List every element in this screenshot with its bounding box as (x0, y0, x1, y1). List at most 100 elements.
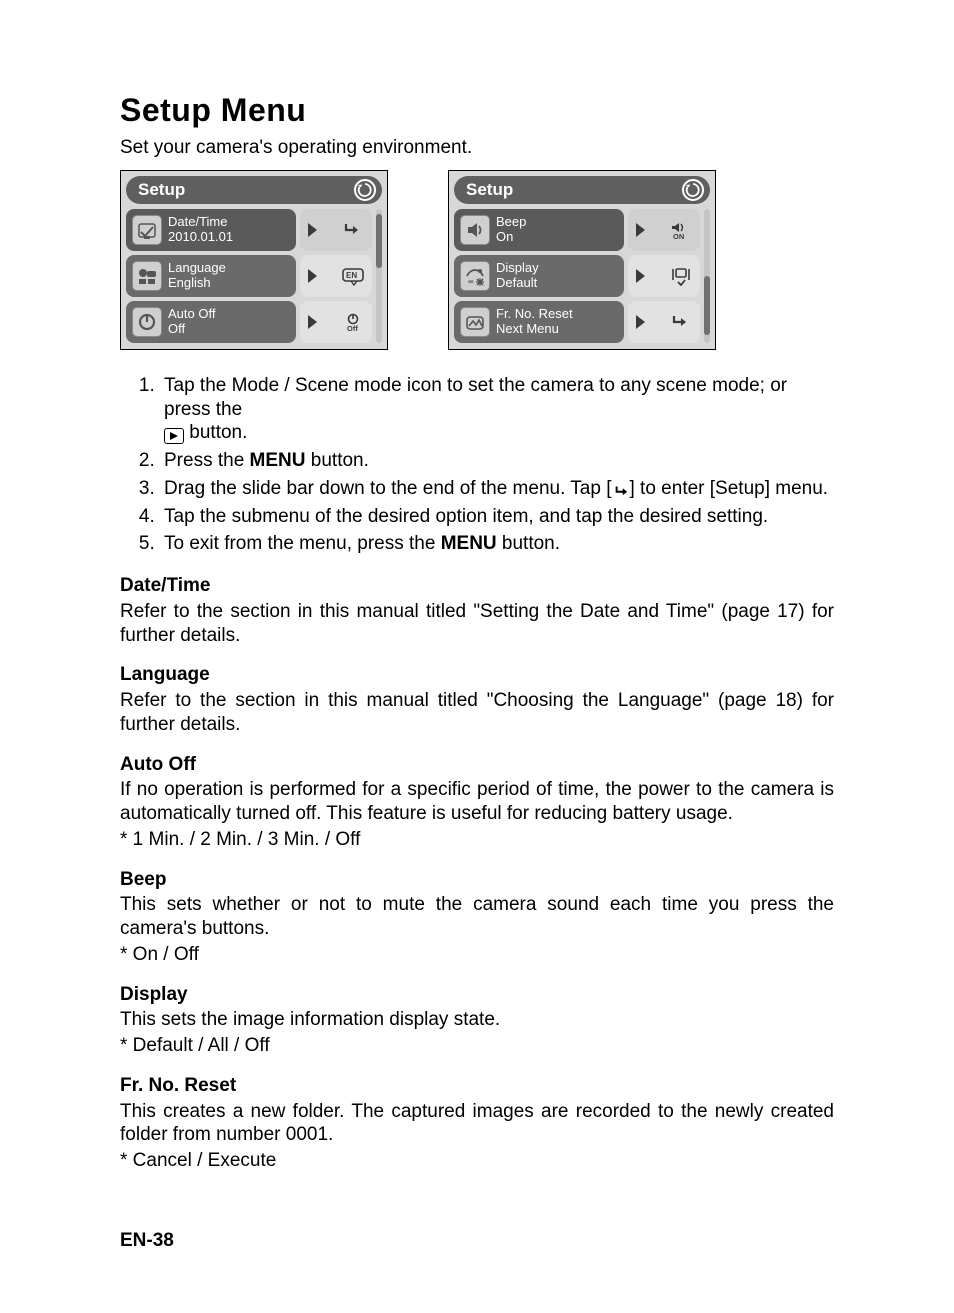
menu-row-value: On (496, 230, 526, 245)
menu-row-display[interactable]: DisplayDefault (454, 255, 700, 297)
chevron-right-icon (636, 223, 645, 237)
step-text: ] to enter [Setup] menu. (630, 478, 829, 499)
menu-row-main[interactable]: DisplayDefault (454, 255, 624, 297)
menu-row-main[interactable]: BeepOn (454, 209, 624, 251)
menu-row-label: Display (496, 261, 539, 276)
menu-row-text: DisplayDefault (496, 261, 539, 291)
step-3: Drag the slide bar down to the end of th… (160, 477, 834, 501)
section-body: If no operation is performed for a speci… (120, 778, 834, 826)
setup-screen-1: Setup Date/Time2010.01.01 LanguageEnglish… (120, 170, 388, 350)
menu-row-action[interactable] (628, 255, 700, 297)
play-button-icon (164, 428, 184, 444)
section-title: Display (120, 983, 834, 1007)
beep-icon (460, 215, 490, 245)
language-icon (132, 261, 162, 291)
menu-row-main[interactable]: Date/Time2010.01.01 (126, 209, 296, 251)
menu-row-auto-off[interactable]: Auto OffOff (126, 301, 372, 343)
chevron-right-icon (636, 315, 645, 329)
scrollbar[interactable] (704, 209, 710, 343)
step-1: Tap the Mode / Scene mode icon to set th… (160, 374, 834, 445)
screenshot-pair: Setup Date/Time2010.01.01 LanguageEnglish… (120, 170, 834, 350)
section-body: This sets the image information display … (120, 1008, 834, 1032)
menu-row-date-time[interactable]: Date/Time2010.01.01 (126, 209, 372, 251)
section-date-time: Date/TimeRefer to the section in this ma… (120, 574, 834, 647)
screen-header: Setup (454, 176, 710, 204)
step-text: Drag the slide bar down to the end of th… (164, 478, 612, 499)
scrollbar[interactable] (376, 209, 382, 343)
section-body: This sets whether or not to mute the cam… (120, 893, 834, 941)
menu-row-text: Auto OffOff (168, 307, 215, 337)
speaker-on-icon (670, 220, 692, 240)
menu-row-main[interactable]: Auto OffOff (126, 301, 296, 343)
menu-row-label: Auto Off (168, 307, 215, 322)
menu-row-main[interactable]: LanguageEnglish (126, 255, 296, 297)
menu-row-value: Off (168, 322, 215, 337)
section-beep: BeepThis sets whether or not to mute the… (120, 868, 834, 967)
chevron-right-icon (308, 223, 317, 237)
menu-row-main[interactable]: Fr. No. ResetNext Menu (454, 301, 624, 343)
menu-row-fr-reset[interactable]: Fr. No. ResetNext Menu (454, 301, 700, 343)
menu-row-value: Default (496, 276, 539, 291)
step-2: Press the MENU button. (160, 449, 834, 473)
chevron-right-icon (308, 269, 317, 283)
page-footer: EN-38 (120, 1229, 834, 1253)
menu-row-text: BeepOn (496, 215, 526, 245)
refresh-icon (682, 179, 704, 201)
step-text: button. (189, 422, 247, 443)
fr-reset-icon (460, 307, 490, 337)
enter-icon (612, 482, 630, 498)
chevron-right-icon (308, 315, 317, 329)
section-body: This creates a new folder. The captured … (120, 1100, 834, 1148)
section-title: Fr. No. Reset (120, 1074, 834, 1098)
section-title: Auto Off (120, 753, 834, 777)
menu-row-value: Next Menu (496, 322, 573, 337)
menu-row-text: Fr. No. ResetNext Menu (496, 307, 573, 337)
menu-row-action[interactable] (300, 209, 372, 251)
menu-row-beep[interactable]: BeepOn (454, 209, 700, 251)
section-language: LanguageRefer to the section in this man… (120, 663, 834, 736)
section-display: DisplayThis sets the image information d… (120, 983, 834, 1058)
step-5: To exit from the menu, press the MENU bu… (160, 532, 834, 556)
menu-row-action[interactable] (300, 301, 372, 343)
menu-row-label: Beep (496, 215, 526, 230)
setup-screen-2: Setup BeepOn DisplayDefault Fr. No. ResetN… (448, 170, 716, 350)
section-title: Date/Time (120, 574, 834, 598)
step-text: Press the (164, 450, 250, 471)
menu-row-value: 2010.01.01 (168, 230, 233, 245)
enter-icon (670, 312, 692, 332)
section-auto-off: Auto OffIf no operation is performed for… (120, 753, 834, 852)
section-options: * Cancel / Execute (120, 1149, 834, 1173)
instruction-list: Tap the Mode / Scene mode icon to set th… (120, 374, 834, 556)
menu-row-action[interactable] (300, 255, 372, 297)
screen-header-label: Setup (138, 179, 185, 200)
auto-off-icon (132, 307, 162, 337)
step-text: To exit from the menu, press the (164, 533, 441, 554)
page-subtitle: Set your camera's operating environment. (120, 136, 834, 160)
section-title: Beep (120, 868, 834, 892)
menu-row-language[interactable]: LanguageEnglish (126, 255, 372, 297)
step-text: button. (306, 450, 369, 471)
menu-label: MENU (441, 533, 497, 554)
step-text: button. (497, 533, 560, 554)
power-off-icon (342, 312, 364, 332)
menu-row-label: Fr. No. Reset (496, 307, 573, 322)
display-icon (460, 261, 490, 291)
chevron-right-icon (636, 269, 645, 283)
menu-row-label: Language (168, 261, 226, 276)
menu-label: MENU (250, 450, 306, 471)
menu-row-action[interactable] (628, 209, 700, 251)
menu-row-label: Date/Time (168, 215, 233, 230)
menu-row-action[interactable] (628, 301, 700, 343)
section-body: Refer to the section in this manual titl… (120, 689, 834, 737)
enter-icon (342, 220, 364, 240)
step-text: Tap the Mode / Scene mode icon to set th… (164, 375, 787, 420)
refresh-icon (354, 179, 376, 201)
menu-row-text: LanguageEnglish (168, 261, 226, 291)
menu-row-text: Date/Time2010.01.01 (168, 215, 233, 245)
section-options: * Default / All / Off (120, 1034, 834, 1058)
date-time-icon (132, 215, 162, 245)
step-4: Tap the submenu of the desired option it… (160, 505, 834, 529)
section-options: * 1 Min. / 2 Min. / 3 Min. / Off (120, 828, 834, 852)
en-icon (342, 266, 364, 286)
section-title: Language (120, 663, 834, 687)
